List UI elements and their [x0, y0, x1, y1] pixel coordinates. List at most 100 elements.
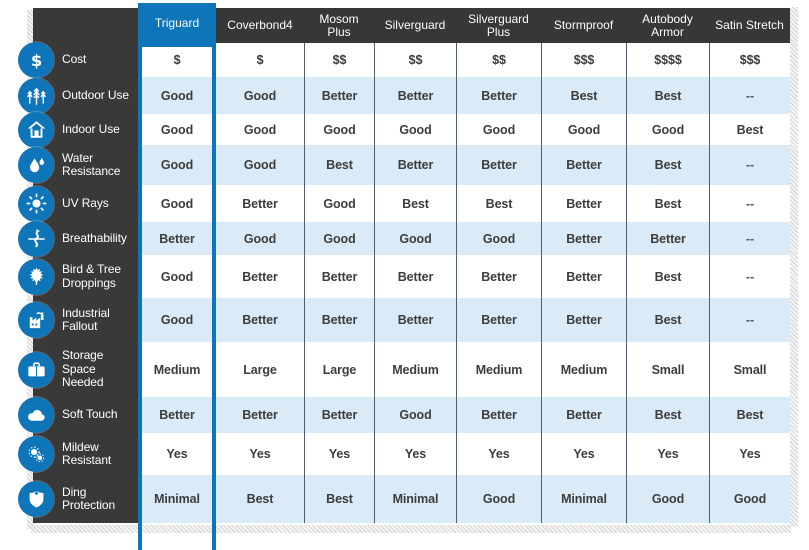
table-row: Good Good Good Good Good Good Good Best [138, 114, 791, 145]
value-cell: Good [138, 298, 216, 342]
feature-row-label: Ding Protection [62, 484, 116, 512]
value-cell: Best [626, 145, 709, 185]
feature-row-label: Breathability [62, 230, 127, 245]
value-cell: Good [456, 114, 541, 145]
product-column-header-silverguard-plus[interactable]: Silverguard Plus [456, 8, 541, 43]
value-cell: Good [138, 185, 216, 222]
value-cell: Good [374, 222, 456, 255]
feature-row-label: Outdoor Use [62, 87, 129, 102]
product-column-header-triguard[interactable]: Triguard [138, 3, 216, 43]
value-cell: Good [216, 114, 304, 145]
value-cell: $ [216, 43, 304, 77]
feature-row-uv-rays: UV Rays [18, 185, 138, 222]
feature-sidebar: $ Cost Outdoor Use Indoor Use Water Resistan… [18, 8, 138, 523]
value-cell: Better [216, 397, 304, 433]
feature-row-label: Cost [62, 52, 87, 67]
table-row: Better Better Better Good Better Better Best Be… [138, 397, 791, 433]
value-cell: Better [138, 397, 216, 433]
value-cell: Good [374, 114, 456, 145]
water-icon [18, 147, 54, 183]
feature-row-water-resistance: Water Resistance [18, 145, 138, 185]
feature-row-bird-tree-droppings: Bird & Tree Droppings [18, 255, 138, 298]
value-cell: Good [216, 145, 304, 185]
value-cell: Minimal [374, 475, 456, 523]
value-cell: Better [541, 298, 626, 342]
value-cell: Best [626, 77, 709, 114]
value-cell: -- [709, 255, 790, 298]
feature-row-label: Indoor Use [62, 121, 120, 136]
value-cell: Good [541, 114, 626, 145]
value-cell: Best [541, 77, 626, 114]
comparison-table: Triguard Coverbond4 Mosom Plus Silverguard S… [138, 3, 791, 550]
value-cell: Better [541, 145, 626, 185]
value-cell: $$ [456, 43, 541, 77]
value-cell: Minimal [541, 475, 626, 523]
factory-icon [18, 302, 54, 338]
value-cell: Good [456, 222, 541, 255]
value-cell: Better [216, 255, 304, 298]
value-cell: Good [138, 114, 216, 145]
value-cell: Yes [626, 433, 709, 475]
table-row: Good Better Good Best Best Better Best -- [138, 185, 791, 222]
value-cell: Better [138, 222, 216, 255]
value-cell: Yes [304, 433, 374, 475]
value-cell: Good [626, 114, 709, 145]
product-column-header-autobody-armor[interactable]: Autobody Armor [626, 8, 709, 43]
value-cell: Yes [709, 433, 790, 475]
value-cell: Good [304, 222, 374, 255]
product-column-header-coverbond4[interactable]: Coverbond4 [216, 8, 304, 43]
value-cell: Yes [456, 433, 541, 475]
value-cell: Yes [541, 433, 626, 475]
product-column-header-stormproof[interactable]: Stormproof [541, 8, 626, 43]
feature-row-soft-touch: Soft Touch [18, 397, 138, 433]
svg-text:$: $ [30, 50, 41, 69]
feature-row-label: Industrial Fallout [62, 305, 110, 333]
value-cell: Small [626, 342, 709, 397]
value-cell: Better [304, 397, 374, 433]
table-body: $ $ $$ $$ $$ $$$ $$$$ $$$ Good Good Better Better Be… [138, 43, 791, 550]
value-cell: $$$ [541, 43, 626, 77]
value-cell: Medium [374, 342, 456, 397]
value-cell: $$ [304, 43, 374, 77]
value-cell: Best [304, 475, 374, 523]
value-cell: Good [138, 255, 216, 298]
value-cell: Better [626, 222, 709, 255]
value-cell: Good [216, 77, 304, 114]
value-cell: -- [709, 185, 790, 222]
value-cell: Better [304, 298, 374, 342]
feature-row-label: UV Rays [62, 195, 109, 210]
value-cell: Better [304, 255, 374, 298]
table-row: $ $ $$ $$ $$ $$$ $$$$ $$$ [138, 43, 791, 77]
value-cell: Good [216, 222, 304, 255]
value-cell: Medium [138, 342, 216, 397]
value-cell: Good [374, 397, 456, 433]
value-cell: Medium [541, 342, 626, 397]
breathe-icon [18, 220, 54, 257]
table-row: Good Better Better Better Better Better Best -- [138, 298, 791, 342]
table-row: Good Good Best Better Better Better Best -- [138, 145, 791, 185]
feature-row-breathability: Breathability [18, 220, 138, 257]
value-cell: Better [374, 298, 456, 342]
value-cell: Best [626, 255, 709, 298]
value-cell: Better [216, 298, 304, 342]
value-cell: Better [374, 255, 456, 298]
feature-row-label: Soft Touch [62, 407, 118, 422]
feature-row-mildew-resistant: Mildew Resistant [18, 433, 138, 475]
value-cell: Better [304, 77, 374, 114]
value-cell: Good [709, 475, 790, 523]
sidebar-spacer [33, 8, 138, 43]
product-column-header-silverguard[interactable]: Silverguard [374, 8, 456, 43]
shield-icon [18, 481, 54, 517]
value-cell: -- [709, 222, 790, 255]
value-cell: Best [626, 397, 709, 433]
value-cell: -- [709, 145, 790, 185]
value-cell: Better [456, 255, 541, 298]
value-cell: Good [304, 185, 374, 222]
sun-icon [18, 185, 54, 222]
product-column-header-satin-stretch[interactable]: Satin Stretch [709, 8, 790, 43]
product-column-header-mosom-plus[interactable]: Mosom Plus [304, 8, 374, 43]
value-cell: Better [541, 255, 626, 298]
value-cell: Good [304, 114, 374, 145]
table-row: Good Good Better Better Better Best Best -- [138, 77, 791, 114]
trees-icon [18, 77, 54, 114]
